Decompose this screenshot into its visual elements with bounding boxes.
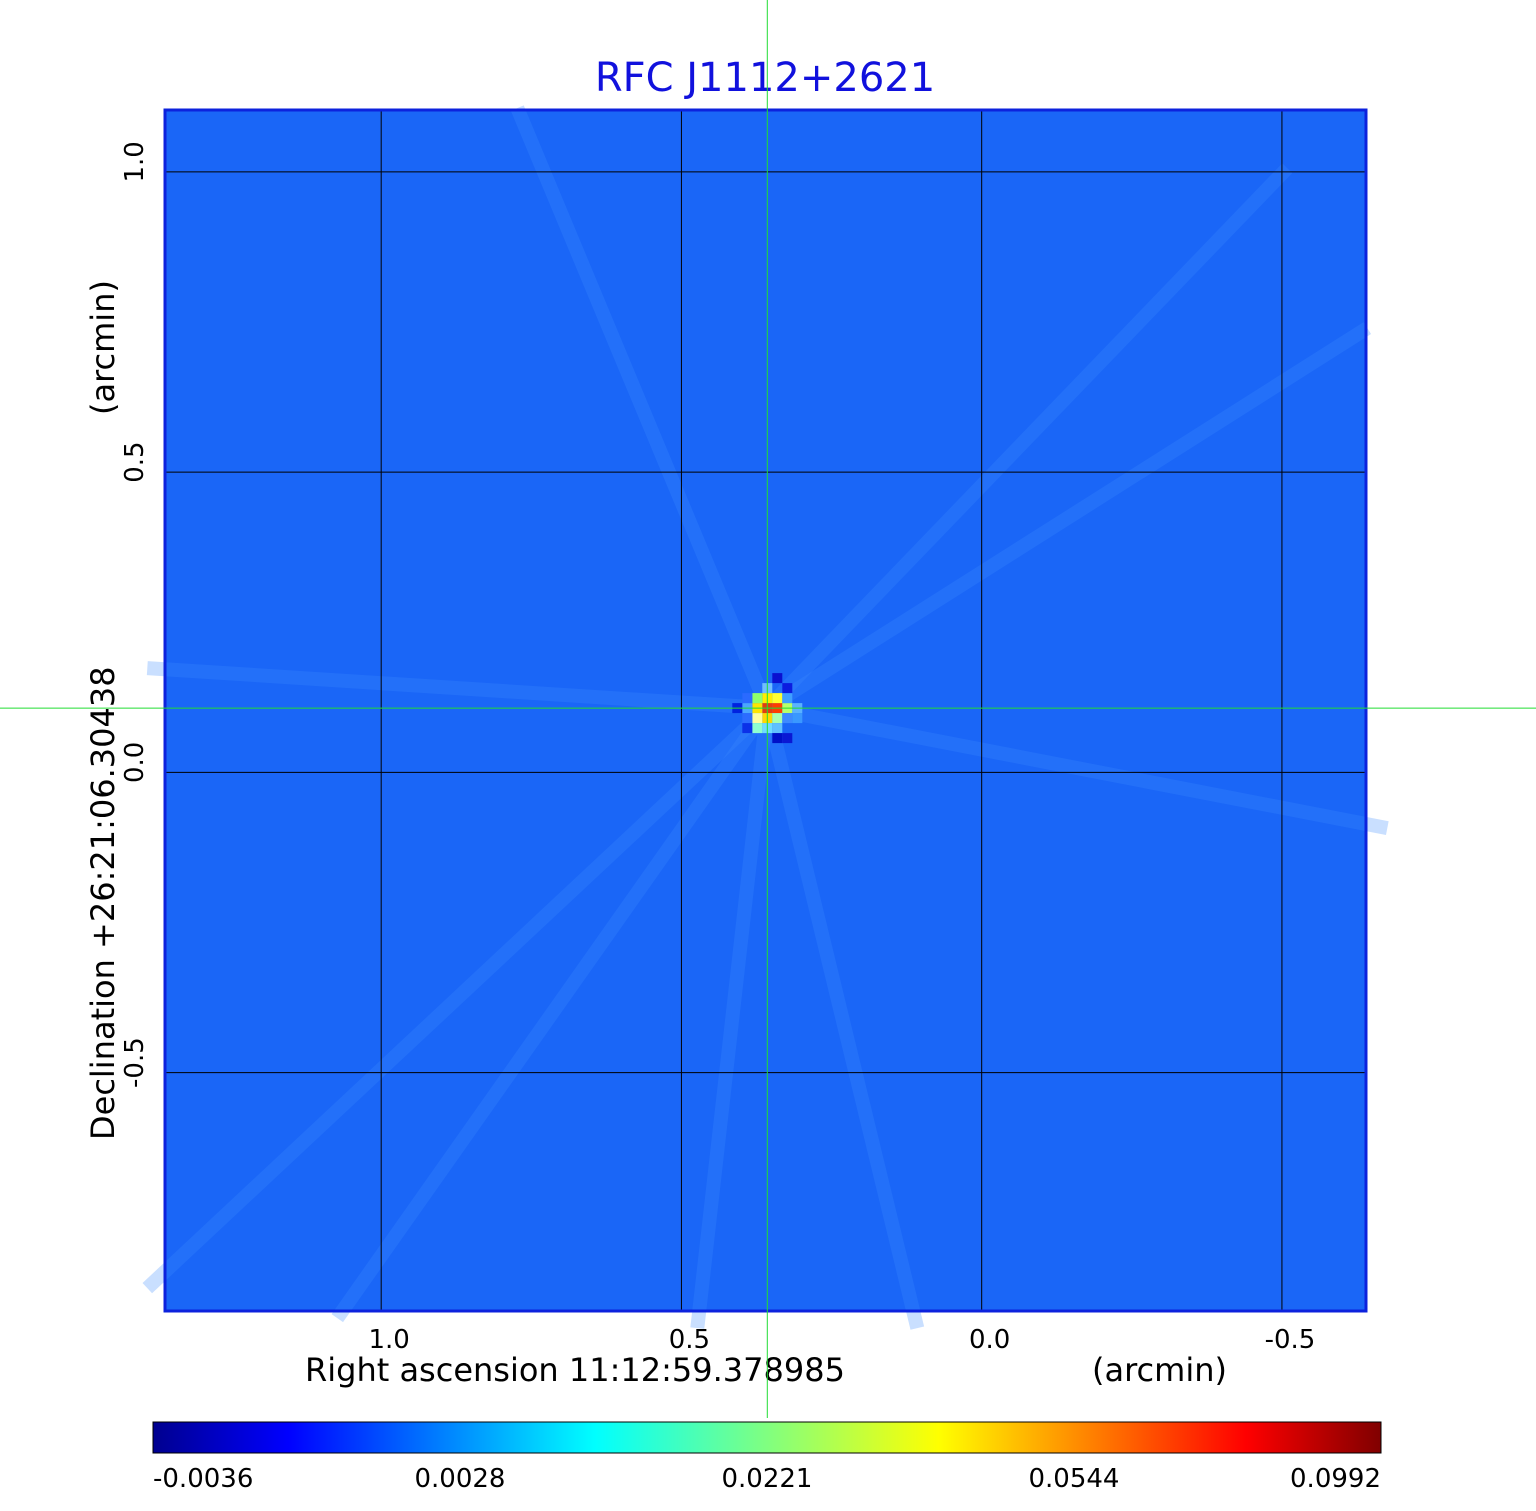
source-pixel-24 (782, 733, 793, 744)
sidelobe-pattern (142, 105, 1389, 1330)
sidelobe-streak-2 (762, 163, 1293, 713)
colorbar-tick-label: -0.0036 (153, 1464, 253, 1494)
sidelobe-streak-5 (760, 706, 925, 1330)
source-pixel-6 (752, 693, 763, 704)
source-pixel-18 (742, 693, 753, 704)
source-pixel-13 (752, 723, 763, 734)
source-pixel-21 (772, 673, 783, 684)
source-pixel-16 (782, 713, 793, 724)
source-pixel-14 (772, 723, 783, 734)
source-pixel-4 (772, 693, 783, 704)
y-axis-unit: (arcmin) (84, 280, 122, 415)
y-tick-label: 0.5 (120, 441, 150, 482)
colorbar-gradient (152, 1421, 1382, 1454)
x-tick-label: -0.5 (1265, 1325, 1316, 1355)
colorbar-tick-label: 0.0544 (1029, 1464, 1120, 1494)
sidelobe-streak-7 (765, 701, 1389, 835)
colorbar-tick-label: 0.0992 (1290, 1464, 1381, 1494)
y-tick-label: 1.0 (120, 141, 150, 182)
y-axis-label: Declination +26:21:06.30438 (84, 666, 122, 1140)
plot-frame (163, 108, 1368, 1313)
sidelobe-streak-6 (510, 105, 774, 711)
crosshair (0, 0, 1536, 1418)
source-pixel-17 (742, 713, 753, 724)
sidelobe-streak-1 (331, 704, 774, 1323)
x-tick-label: 0.5 (669, 1325, 710, 1355)
x-tick-label: 1.0 (369, 1325, 410, 1355)
source-pixel-25 (792, 713, 803, 724)
source-pixel-22 (782, 683, 793, 694)
y-tick-label: 0.0 (120, 742, 150, 783)
colorbar: -0.0036 0.0028 0.0221 0.0544 0.0992 (152, 1421, 1382, 1494)
x-axis-label: Right ascension 11:12:59.378985 (305, 1351, 845, 1389)
x-tick-label: 0.0 (969, 1325, 1010, 1355)
image-plane (142, 105, 1389, 1330)
y-tick-labels: 1.0 0.5 0.0 -0.5 (120, 141, 150, 1088)
sidelobe-streak-0 (142, 702, 773, 1294)
y-tick-label: -0.5 (120, 1037, 150, 1088)
coordinate-grid (165, 110, 1366, 1311)
sidelobe-streak-8 (146, 661, 768, 716)
x-axis-unit: (arcmin) (1092, 1351, 1227, 1389)
x-tick-labels: 1.0 0.5 0.0 -0.5 (369, 1325, 1316, 1355)
sidelobe-streak-4 (690, 707, 775, 1329)
sidelobe-streak-3 (763, 322, 1372, 715)
source-pixel-7 (752, 713, 763, 724)
source-pixel-20 (742, 723, 753, 734)
source-pixel-15 (782, 693, 793, 704)
colorbar-tick-labels: -0.0036 0.0028 0.0221 0.0544 0.0992 (153, 1464, 1381, 1494)
chart-title: RFC J1112+2621 (595, 55, 935, 101)
source-pixel-8 (772, 713, 783, 724)
colorbar-tick-label: 0.0221 (722, 1464, 813, 1494)
source-pixel-23 (772, 733, 783, 744)
colorbar-tick-label: 0.0028 (415, 1464, 506, 1494)
